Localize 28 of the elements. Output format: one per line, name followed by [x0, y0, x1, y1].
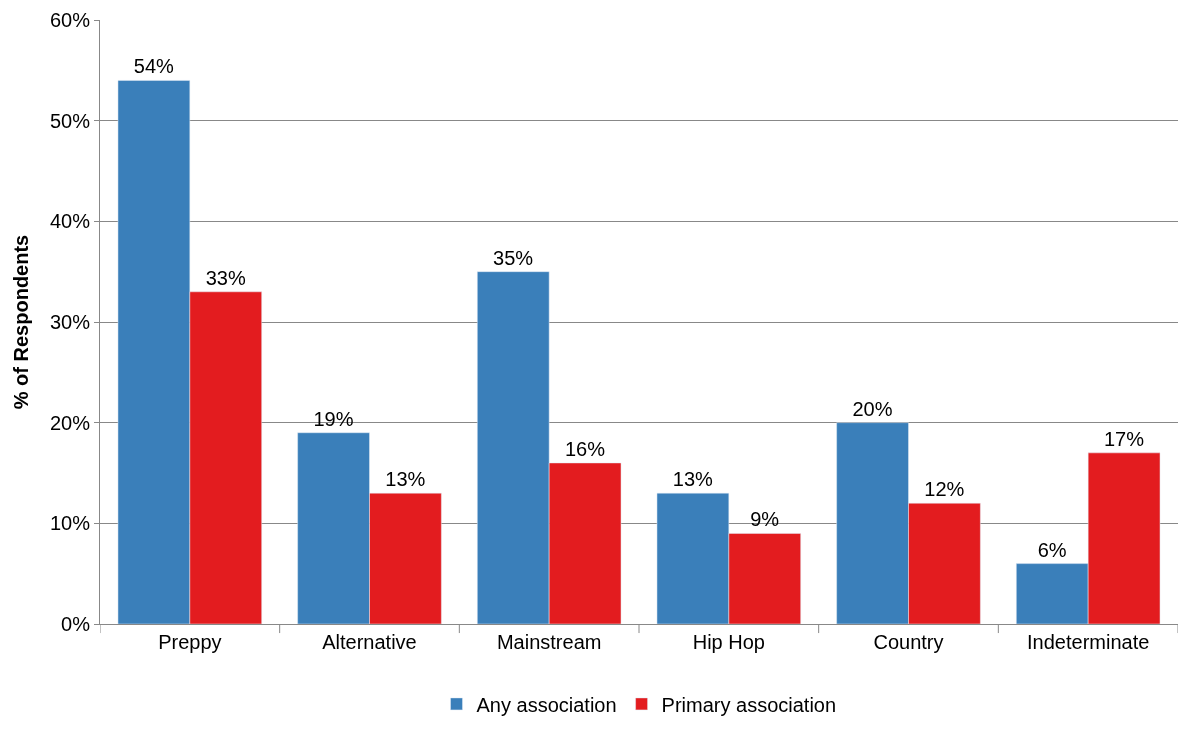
x-tick-label: Alternative	[322, 631, 417, 653]
data-label: 20%	[852, 397, 893, 420]
data-label: 12%	[924, 478, 965, 501]
data-label: 13%	[672, 468, 714, 491]
data-label: 35%	[493, 246, 534, 269]
data-label: 19%	[313, 407, 354, 430]
data-label: 17%	[1103, 427, 1145, 450]
x-tick-label: Mainstream	[496, 631, 602, 653]
y-tick-label: 20%	[49, 411, 91, 434]
y-tick-label: 0%	[61, 613, 91, 635]
data-label: 33%	[205, 266, 246, 289]
x-tick-label: Indeterminate	[1027, 631, 1150, 653]
y-tick-label: 30%	[49, 311, 91, 333]
x-tick-label: Preppy	[158, 631, 222, 653]
y-tick-label: 50%	[49, 109, 91, 132]
data-label: 13%	[385, 468, 426, 491]
y-axis-title: % of Respondents	[10, 234, 33, 410]
data-label: 9%	[750, 508, 780, 531]
y-tick-label: 60%	[49, 9, 91, 31]
data-label: 16%	[564, 437, 606, 460]
data-label: 6%	[1037, 538, 1067, 561]
x-tick-label: Country	[873, 631, 944, 653]
data-label: 54%	[133, 55, 175, 78]
legend-label: Any association	[476, 693, 617, 716]
y-tick-label: 10%	[49, 512, 91, 535]
x-tick-label: Hip Hop	[692, 631, 765, 653]
y-tick-label: 40%	[49, 210, 91, 233]
legend-label: Primary association	[661, 693, 837, 716]
